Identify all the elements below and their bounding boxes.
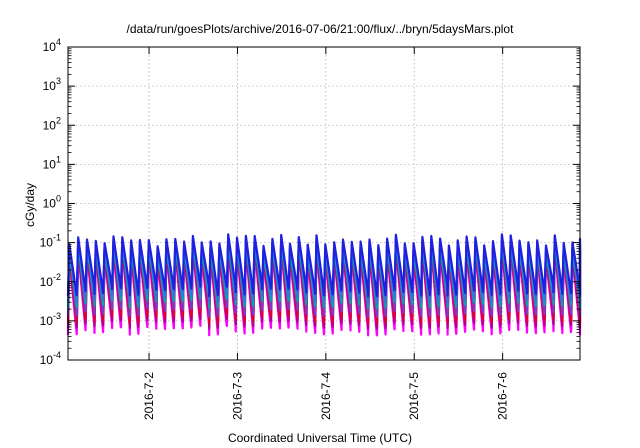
x-tick-label: 2016-7-4 <box>319 372 333 420</box>
x-tick-label: 2016-7-2 <box>142 372 156 420</box>
x-tick-label: 2016-7-3 <box>230 372 244 420</box>
y-tick-label: 10-1 <box>40 233 61 250</box>
y-tick-label: 102 <box>43 115 61 132</box>
y-tick-label: 103 <box>43 76 61 93</box>
x-axis-label: Coordinated Universal Time (UTC) <box>227 431 413 445</box>
chart-title: /data/run/goesPlots/archive/2016-07-06/2… <box>126 22 514 36</box>
y-tick-label: 104 <box>43 37 61 54</box>
x-tick-label: 2016-7-5 <box>407 372 421 420</box>
x-tick-label: 2016-7-6 <box>496 372 510 420</box>
series-line <box>66 233 582 298</box>
y-tick-label: 10-2 <box>40 272 61 289</box>
y-tick-label: 100 <box>43 194 61 211</box>
y-tick-label: 101 <box>43 154 61 171</box>
y-tick-label: 10-3 <box>40 311 61 328</box>
y-tick-label: 10-4 <box>40 350 61 367</box>
